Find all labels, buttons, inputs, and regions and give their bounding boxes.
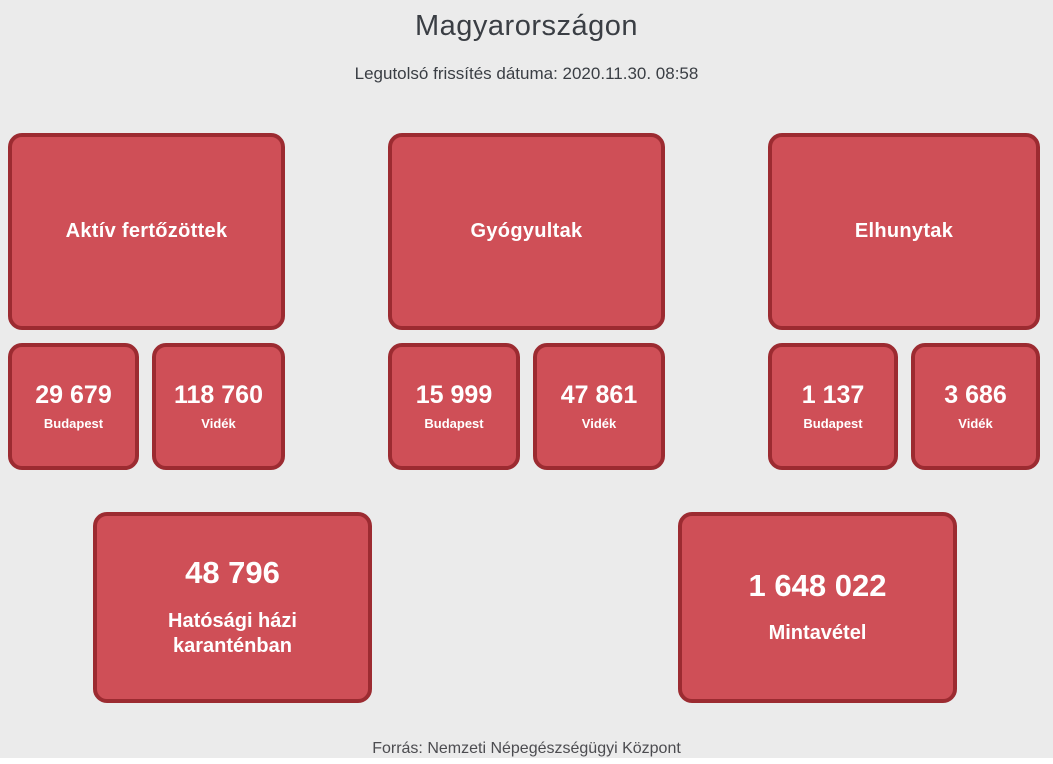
recovered-budapest-label: Budapest: [424, 416, 484, 432]
active-budapest-value: 29 679: [35, 380, 112, 409]
stat-card-recovered-label: Gyógyultak: [470, 220, 583, 242]
stat-card-deceased: Elhunytak: [768, 133, 1040, 330]
stat-card-deceased-label: Elhunytak: [854, 220, 954, 242]
stat-card-active-budapest: 29 679 Budapest: [8, 343, 139, 470]
bottom-divider: [0, 758, 1053, 764]
recovered-budapest-value: 15 999: [415, 380, 493, 409]
page-title: Magyarországon: [415, 10, 638, 42]
stat-card-samples: 1 648 022 Mintavétel: [678, 512, 957, 703]
last-updated-text: Legutolsó frissítés dátuma: 2020.11.30. …: [354, 64, 699, 83]
active-budapest-label: Budapest: [43, 416, 104, 432]
stat-card-recovered-videk: 47 861 Vidék: [533, 343, 665, 470]
stat-card-active-infected-label: Aktív fertőzöttek: [65, 220, 228, 242]
deceased-videk-value: 3 686: [944, 380, 1007, 409]
deceased-budapest-label: Budapest: [803, 416, 863, 432]
stat-card-deceased-videk: 3 686 Vidék: [911, 343, 1040, 470]
recovered-videk-value: 47 861: [560, 380, 638, 409]
stat-card-active-infected: Aktív fertőzöttek: [8, 133, 285, 330]
stat-card-deceased-budapest: 1 137 Budapest: [768, 343, 898, 470]
active-videk-label: Vidék: [201, 416, 236, 432]
deceased-budapest-value: 1 137: [801, 380, 865, 409]
quarantine-label: Hatósági házi karanténban: [168, 609, 297, 657]
deceased-videk-label: Vidék: [958, 416, 993, 432]
source-attribution: Forrás: Nemzeti Népegészségügyi Központ: [372, 740, 681, 757]
samples-label: Mintavétel: [768, 622, 867, 645]
samples-value: 1 648 022: [748, 567, 887, 603]
stat-card-recovered: Gyógyultak: [388, 133, 665, 330]
active-videk-value: 118 760: [174, 380, 263, 409]
recovered-videk-label: Vidék: [581, 416, 617, 432]
stat-card-active-videk: 118 760 Vidék: [152, 343, 285, 470]
stat-card-quarantine: 48 796 Hatósági házi karanténban: [93, 512, 372, 703]
quarantine-value: 48 796: [185, 555, 280, 591]
stat-card-recovered-budapest: 15 999 Budapest: [388, 343, 520, 470]
